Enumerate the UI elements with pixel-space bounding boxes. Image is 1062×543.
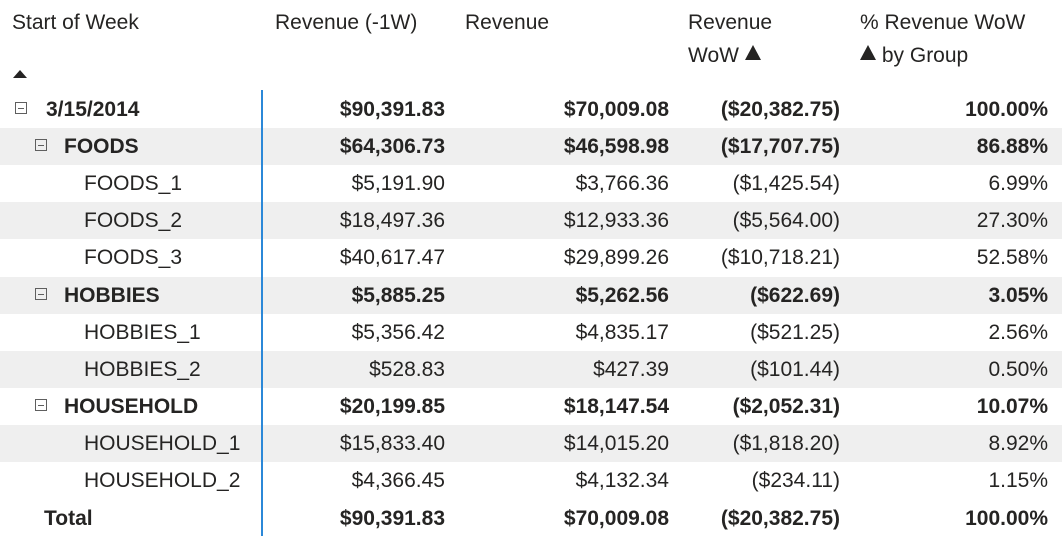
cell-revenue-prev: $5,191.90 [351,172,445,195]
row-label: HOBBIES_2 [84,358,201,381]
table-row: FOODS_3 $40,617.47 $29,899.26 ($10,718.2… [0,239,1062,276]
cell-revenue: $427.39 [593,358,669,381]
cell-pct-revenue-wow: 100.00% [965,507,1048,530]
row-label: HOUSEHOLD [64,395,199,418]
row-label: FOODS [64,135,139,158]
table-row: HOUSEHOLD_2 $4,366.45 $4,132.34 ($234.11… [0,462,1062,499]
cell-pct-revenue-wow: 86.88% [976,135,1048,158]
table-row: HOBBIES_1 $5,356.42 $4,835.17 ($521.25) … [0,314,1062,351]
cell-revenue-prev: $5,356.42 [351,321,445,344]
cell-revenue: $4,132.34 [575,469,669,492]
cell-revenue-prev: $18,497.36 [339,209,445,232]
row-label: 3/15/2014 [46,98,140,121]
header-revenue-wow-text: WoW [688,44,739,67]
table-row: FOODS_1 $5,191.90 $3,766.36 ($1,425.54) … [0,165,1062,202]
cell-revenue-wow: ($622.69) [750,284,840,307]
cell-revenue-wow: ($1,818.20) [732,432,840,455]
cell-revenue: $3,766.36 [575,172,669,195]
header-revenue-wow-line2: WoW [688,39,772,72]
cell-pct-revenue-wow: 1.15% [988,469,1048,492]
row-label: FOODS_3 [84,246,183,269]
cell-pct-revenue-wow: 6.99% [988,172,1048,195]
table-row: HOUSEHOLD_1 $15,833.40 $14,015.20 ($1,81… [0,425,1062,462]
cell-pct-revenue-wow: 52.58% [976,246,1048,269]
table-row-group: HOBBIES $5,885.25 $5,262.56 ($622.69) 3.… [0,277,1062,314]
collapse-icon[interactable] [35,399,47,411]
cell-revenue-prev: $20,199.85 [339,395,445,418]
header-pct-revenue-wow-line2: by Group [860,39,1025,72]
row-label: Total [44,507,93,530]
cell-revenue-wow: ($17,707.75) [720,135,840,158]
cell-revenue: $4,835.17 [575,321,669,344]
cell-revenue-wow: ($234.11) [751,469,840,492]
sort-ascending-icon[interactable] [13,70,27,78]
row-header-divider [261,90,263,536]
cell-revenue: $12,933.36 [563,209,669,232]
cell-revenue-prev: $15,833.40 [339,432,445,455]
header-pct-revenue-wow-line1: % Revenue WoW [860,11,1026,34]
cell-pct-revenue-wow: 0.50% [988,358,1048,381]
cell-revenue-prev: $64,306.73 [339,135,445,158]
row-label: HOUSEHOLD_2 [84,469,241,492]
row-label: HOBBIES [64,284,160,307]
row-label: HOUSEHOLD_1 [84,432,241,455]
cell-pct-revenue-wow: 3.05% [988,284,1048,307]
cell-revenue-prev: $528.83 [369,358,445,381]
cell-revenue-wow: ($521.25) [750,321,840,344]
cell-revenue: $14,015.20 [563,432,669,455]
header-pct-revenue-wow[interactable]: % Revenue WoW by Group [860,6,1025,72]
header-revenue-prev-week[interactable]: Revenue (-1W) [275,6,417,39]
triangle-up-icon [744,45,761,60]
cell-revenue-wow: ($5,564.00) [732,209,840,232]
cell-revenue: $70,009.08 [563,98,669,121]
collapse-icon[interactable] [35,288,47,300]
table-row-total: Total $90,391.83 $70,009.08 ($20,382.75)… [0,500,1062,537]
cell-revenue-wow: ($2,052.31) [732,395,840,418]
cell-pct-revenue-wow: 2.56% [988,321,1048,344]
collapse-icon[interactable] [15,102,27,114]
triangle-up-icon [860,45,876,60]
cell-revenue: $18,147.54 [563,395,669,418]
cell-revenue-prev: $5,885.25 [351,284,445,307]
column-header-row: Start of Week Revenue (-1W) Revenue Reve… [0,0,1062,88]
cell-revenue: $5,262.56 [575,284,669,307]
row-label: HOBBIES_1 [84,321,201,344]
header-start-of-week-label: Start of Week [12,11,139,34]
cell-revenue: $70,009.08 [563,507,669,530]
row-label: FOODS_2 [84,209,183,232]
header-revenue-wow-line1: Revenue [688,11,773,34]
header-pct-revenue-wow-text: by Group [881,44,969,67]
cell-pct-revenue-wow: 27.30% [976,209,1048,232]
table-row-group: FOODS $64,306.73 $46,598.98 ($17,707.75)… [0,128,1062,165]
collapse-icon[interactable] [35,139,47,151]
row-label: FOODS_1 [84,172,183,195]
header-revenue-wow[interactable]: Revenue WoW [688,6,772,72]
cell-revenue-prev: $90,391.83 [339,98,445,121]
cell-revenue: $29,899.26 [563,246,669,269]
cell-revenue-wow: ($20,382.75) [720,98,840,121]
header-start-of-week[interactable]: Start of Week [12,6,139,39]
cell-revenue-prev: $4,366.45 [351,469,445,492]
cell-pct-revenue-wow: 100.00% [965,98,1048,121]
cell-pct-revenue-wow: 8.92% [988,432,1048,455]
cell-revenue-wow: ($20,382.75) [720,507,840,530]
table-row: FOODS_2 $18,497.36 $12,933.36 ($5,564.00… [0,202,1062,239]
cell-revenue-wow: ($101.44) [750,358,840,381]
cell-revenue: $46,598.98 [563,135,669,158]
cell-revenue-wow: ($10,718.21) [720,246,840,269]
cell-revenue-prev: $90,391.83 [339,507,445,530]
header-revenue-label: Revenue [465,11,550,34]
cell-revenue-prev: $40,617.47 [339,246,445,269]
cell-pct-revenue-wow: 10.07% [976,395,1048,418]
table-row-group: HOUSEHOLD $20,199.85 $18,147.54 ($2,052.… [0,388,1062,425]
table-row: HOBBIES_2 $528.83 $427.39 ($101.44) 0.50… [0,351,1062,388]
table-row-date: 3/15/2014 $90,391.83 $70,009.08 ($20,382… [0,91,1062,128]
cell-revenue-wow: ($1,425.54) [732,172,840,195]
header-revenue[interactable]: Revenue [465,6,549,39]
header-revenue-prev-week-label: Revenue (-1W) [275,11,418,34]
